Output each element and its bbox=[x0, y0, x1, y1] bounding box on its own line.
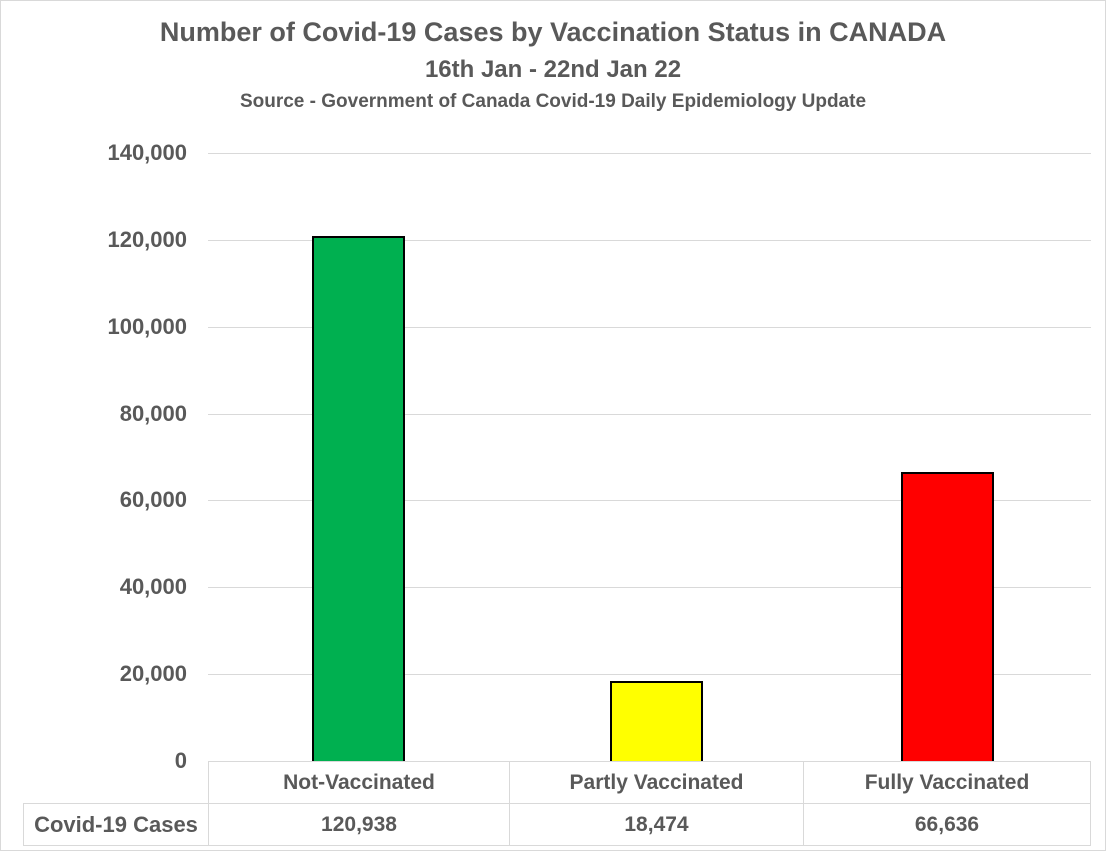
y-axis-tick-label: 80,000 bbox=[119, 401, 187, 426]
category-label-fully-vaccinated: Fully Vaccinated bbox=[803, 761, 1091, 804]
gridline-140,000 bbox=[208, 153, 1091, 154]
gridline-100,000 bbox=[208, 327, 1091, 328]
value-partly-vaccinated: 18,474 bbox=[509, 803, 804, 846]
category-label-not-vaccinated: Not-Vaccinated bbox=[208, 761, 510, 804]
y-axis-tick-label: 100,000 bbox=[107, 314, 187, 339]
chart-source-note: Source - Government of Canada Covid-19 D… bbox=[239, 91, 867, 112]
bar-partly-vaccinated bbox=[610, 681, 703, 761]
gridline-120,000 bbox=[208, 240, 1091, 241]
gridline-60,000 bbox=[208, 500, 1091, 501]
bar-fully-vaccinated bbox=[901, 472, 994, 761]
y-axis-tick-label: 20,000 bbox=[119, 661, 187, 686]
chart-subtitle: 16th Jan - 22nd Jan 22 bbox=[424, 56, 682, 83]
bar-not-vaccinated bbox=[312, 236, 405, 761]
gridline-40,000 bbox=[208, 587, 1091, 588]
chart-title: Number of Covid-19 Cases by Vaccination … bbox=[159, 17, 947, 47]
gridline-80,000 bbox=[208, 414, 1091, 415]
y-axis-tick-label: 60,000 bbox=[119, 487, 187, 512]
category-label-partly-vaccinated: Partly Vaccinated bbox=[509, 761, 804, 804]
y-axis-tick-label: 0 bbox=[174, 748, 187, 773]
value-fully-vaccinated: 66,636 bbox=[803, 803, 1091, 846]
chart-header: Number of Covid-19 Cases by Vaccination … bbox=[1, 1, 1105, 113]
value-not-vaccinated: 120,938 bbox=[208, 803, 510, 846]
y-axis-tick-label: 40,000 bbox=[119, 574, 187, 599]
y-axis-tick-label: 120,000 bbox=[107, 227, 187, 252]
data-table-row-header: Covid-19 Cases bbox=[23, 803, 209, 846]
y-axis-tick-label: 140,000 bbox=[107, 140, 187, 165]
gridline-20,000 bbox=[208, 674, 1091, 675]
